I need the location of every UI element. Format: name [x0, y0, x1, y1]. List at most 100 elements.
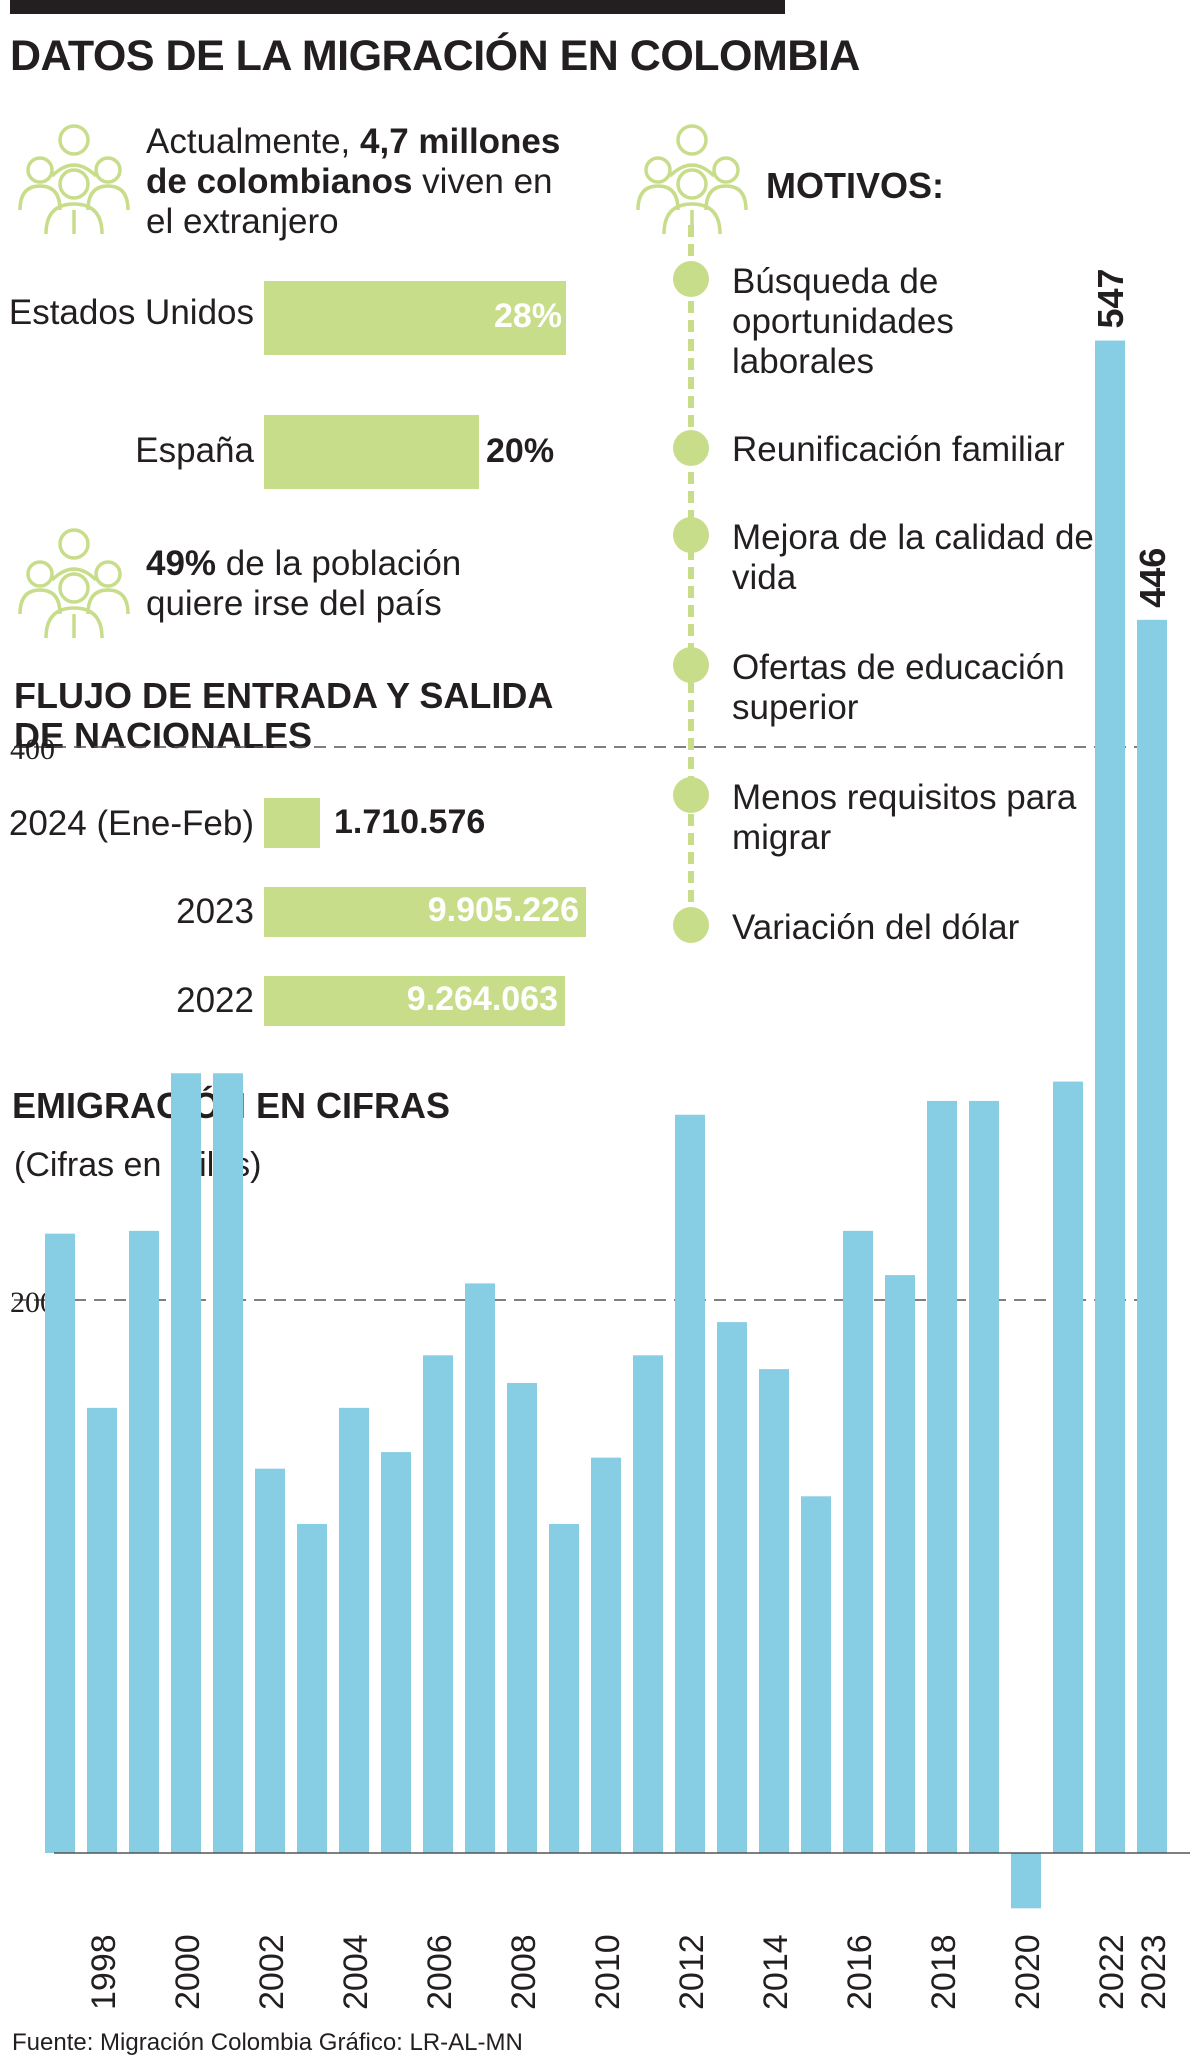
bar-2022: [1095, 340, 1125, 1853]
bar-2005: [381, 1452, 411, 1853]
intro-prefix: Actualmente,: [146, 122, 360, 161]
motivo-6-line1: Variación del dólar: [732, 908, 1020, 947]
bar-1999: [129, 1230, 159, 1853]
x-tick-label: 2010: [589, 1934, 627, 2010]
bar-2019: [969, 1100, 999, 1853]
destination-bar-usa: [264, 281, 566, 355]
bar-2014: [759, 1369, 789, 1853]
x-tick-label: 2000: [169, 1934, 207, 2010]
x-tick-label: 2008: [505, 1934, 543, 2010]
intro-highlight-1: 4,7 millones: [360, 122, 561, 161]
wish-line2: quiere irse del país: [146, 584, 442, 623]
bar-2011: [633, 1355, 663, 1853]
flow-label-2023: 2023: [176, 892, 254, 931]
motivo-5-line2: migrar: [732, 818, 832, 857]
motivo-item-4: Ofertas de educación superior: [732, 648, 1065, 728]
flow-label-2022: 2022: [176, 981, 254, 1020]
bar-2015: [801, 1496, 831, 1853]
x-tick-label: 2002: [253, 1934, 291, 2010]
motivo-item-5: Menos requisitos para migrar: [732, 778, 1076, 858]
bar-2020: [1011, 1853, 1041, 1909]
motivo-5-line1: Menos requisitos para: [732, 778, 1077, 817]
x-tick-label: 2022: [1093, 1934, 1131, 2010]
flow-bar-2023: [264, 887, 586, 937]
bar-2021: [1053, 1081, 1083, 1853]
motivo-dot: [673, 647, 709, 683]
motivo-dot: [673, 517, 709, 553]
destination-bar-spain: [264, 415, 479, 489]
intro-text: Actualmente, 4,7 millones de colombianos…: [146, 122, 560, 242]
x-tick-label: 2012: [673, 1934, 711, 2010]
bar-2012: [675, 1114, 705, 1853]
flow-bar-2024: [264, 798, 320, 848]
motivo-item-6: Variación del dólar: [732, 908, 1019, 948]
bar-2001: [213, 1073, 243, 1853]
motivo-dot: [673, 430, 709, 466]
page-title: DATOS DE LA MIGRACIÓN EN COLOMBIA: [10, 32, 860, 80]
motivo-1-line1: Búsqueda de: [732, 262, 939, 301]
flow-title: FLUJO DE ENTRADA Y SALIDA DE NACIONALES: [14, 676, 553, 756]
bar-2009: [549, 1523, 579, 1853]
destination-value-spain: 20%: [486, 432, 555, 470]
x-tick-label: 2018: [925, 1934, 963, 2010]
destination-label-spain: España: [135, 431, 254, 470]
intro-highlight-2: de colombianos: [146, 162, 413, 201]
data-label-2023: 446: [1132, 548, 1173, 608]
destination-value-usa: 28%: [493, 297, 562, 335]
flow-bar-2022: [264, 976, 565, 1026]
motivo-1-line3: laborales: [732, 342, 875, 381]
motivo-1-line2: oportunidades: [732, 302, 954, 341]
motivo-dot: [673, 907, 709, 943]
x-tick-label: 2016: [841, 1934, 879, 2010]
x-tick-label: 2023: [1135, 1934, 1173, 2010]
bar-2013: [717, 1322, 747, 1853]
motivos-timeline: [688, 225, 694, 925]
motivos-title: MOTIVOS:: [766, 165, 944, 206]
motivo-3-line2: vida: [732, 558, 797, 597]
motivo-4-line1: Ofertas de educación: [732, 648, 1065, 687]
bar-1998: [87, 1407, 117, 1853]
motivo-item-1: Búsqueda de oportunidades laborales: [732, 262, 954, 382]
bar-2023: [1137, 619, 1167, 1853]
motivo-dot: [673, 777, 709, 813]
top-rule: [10, 0, 785, 14]
motivo-4-line2: superior: [732, 688, 859, 727]
motivo-3-line1: Mejora de la calidad de: [732, 518, 1094, 557]
flow-label-2024: 2024 (Ene-Feb): [8, 804, 254, 843]
people-group-icon: [18, 124, 130, 235]
x-tick-label: 2014: [757, 1934, 795, 2010]
flow-title-line2: DE NACIONALES: [14, 715, 313, 756]
x-tick-label: 2004: [337, 1934, 375, 2010]
destination-label-usa: Estados Unidos: [8, 293, 254, 332]
x-tick-label: 2020: [1009, 1934, 1047, 2010]
bar-2006: [423, 1355, 453, 1853]
motivo-item-3: Mejora de la calidad de vida: [732, 518, 1094, 598]
bar-2004: [339, 1407, 369, 1853]
bar-2003: [297, 1523, 327, 1853]
intro-suffix-2: el extranjero: [146, 202, 339, 241]
people-group-icon: [18, 528, 130, 639]
x-tick-label: 2006: [421, 1934, 459, 2010]
flow-value-2023: 9.905.226: [427, 891, 579, 929]
wish-line1: de la población: [216, 544, 462, 583]
flow-title-line1: FLUJO DE ENTRADA Y SALIDA: [14, 675, 554, 716]
motivo-item-2: Reunificación familiar: [732, 430, 1065, 470]
bar-2002: [255, 1468, 285, 1853]
wish-highlight: 49%: [146, 544, 217, 583]
bar-1997: [45, 1233, 75, 1853]
source-note: Fuente: Migración Colombia Gráfico: LR-A…: [12, 2029, 523, 2056]
bar-2017: [885, 1275, 915, 1853]
bar-2000: [171, 1073, 201, 1853]
intro-suffix-1: viven en: [412, 162, 553, 201]
bar-2018: [927, 1100, 957, 1853]
flow-value-2024: 1.710.576: [334, 803, 486, 841]
bar-2016: [843, 1230, 873, 1853]
people-group-icon: [636, 124, 748, 235]
data-label-2022: 547: [1090, 268, 1131, 328]
x-tick-label: 1998: [85, 1934, 123, 2010]
y-tick-label: 400: [10, 733, 55, 766]
flow-value-2022: 9.264.063: [406, 980, 558, 1018]
motivo-dot: [673, 261, 709, 297]
bar-2010: [591, 1457, 621, 1853]
